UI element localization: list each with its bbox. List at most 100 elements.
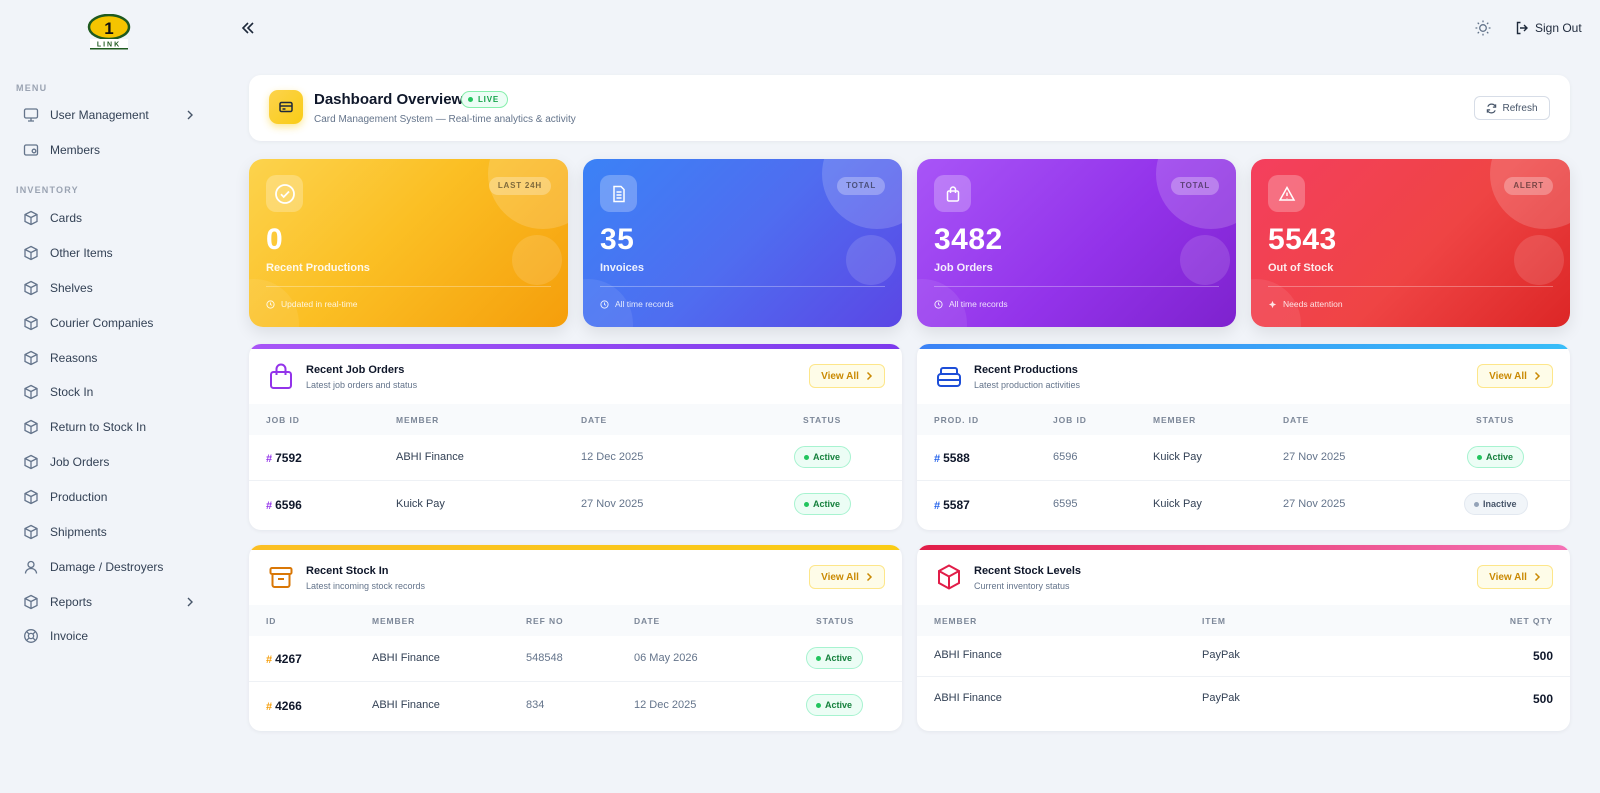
table-row[interactable]: #6596 Kuick Pay 27 Nov 2025 Active xyxy=(249,482,902,528)
member: ABHI Finance xyxy=(372,699,440,711)
status-badge: Active xyxy=(794,446,852,468)
check-circle-icon xyxy=(266,175,303,212)
recent-productions-panel: Recent Productions Latest production act… xyxy=(917,344,1570,530)
date: 06 May 2026 xyxy=(634,652,698,664)
box-icon xyxy=(22,593,40,611)
ref-no: 548548 xyxy=(526,652,563,664)
collapse-sidebar-icon[interactable] xyxy=(238,18,258,38)
sidebar-item-damage-destroyers[interactable]: Damage / Destroyers xyxy=(16,552,206,582)
stat-card-recent-productions[interactable]: LAST 24H 0 Recent Productions Updated in… xyxy=(249,159,568,327)
sidebar-item-label: Reports xyxy=(50,595,93,609)
stat-label: Out of Stock xyxy=(1268,262,1334,274)
status-badge: Active xyxy=(1467,446,1525,468)
stack-icon xyxy=(934,361,964,391)
sidebar-item-label: Invoice xyxy=(50,629,89,643)
sign-out-button[interactable]: Sign Out xyxy=(1515,17,1582,39)
stock-id: #4266 xyxy=(266,699,302,713)
refresh-button[interactable]: Refresh xyxy=(1474,96,1550,120)
sidebar-item-job-orders[interactable]: Job Orders xyxy=(16,447,206,477)
view-all-button[interactable]: View All xyxy=(809,364,885,388)
stat-footer: All time records xyxy=(600,299,674,309)
refresh-icon xyxy=(1487,103,1497,113)
stat-card-out-of-stock[interactable]: ALERT 5543 Out of Stock Needs attention xyxy=(1251,159,1570,327)
shopping-bag-icon xyxy=(266,361,296,391)
sidebar-item-invoice[interactable]: Invoice xyxy=(16,621,206,651)
sidebar-item-reasons[interactable]: Reasons xyxy=(16,343,206,373)
sidebar-item-label: Production xyxy=(50,490,108,504)
lifebuoy-icon xyxy=(22,627,40,645)
panel-subtitle: Latest job orders and status xyxy=(306,380,418,390)
sidebar-item-user-management[interactable]: User Management xyxy=(16,100,206,130)
table-row[interactable]: ABHI Finance PayPak 500 xyxy=(917,636,1570,677)
status-badge: Active xyxy=(806,647,864,669)
date: 12 Dec 2025 xyxy=(634,699,697,711)
view-all-button[interactable]: View All xyxy=(1477,364,1553,388)
member: Kuick Pay xyxy=(396,498,445,510)
stat-card-job-orders[interactable]: TOTAL 3482 Job Orders All time records xyxy=(917,159,1236,327)
clock-icon xyxy=(600,299,609,309)
recent-stock-in-panel: Recent Stock In Latest incoming stock re… xyxy=(249,545,902,731)
box-icon xyxy=(22,209,40,227)
stat-card-invoices[interactable]: TOTAL 35 Invoices All time records xyxy=(583,159,902,327)
member: ABHI Finance xyxy=(934,692,1002,704)
sidebar-item-courier-companies[interactable]: Courier Companies xyxy=(16,308,206,338)
sidebar-item-reports[interactable]: Reports xyxy=(16,587,206,617)
company-logo[interactable]: 1 LINK xyxy=(87,14,131,50)
sidebar-item-shelves[interactable]: Shelves xyxy=(16,273,206,303)
stat-tag: ALERT xyxy=(1504,177,1553,195)
box-icon xyxy=(22,453,40,471)
view-all-button[interactable]: View All xyxy=(1477,565,1553,589)
box-icon xyxy=(22,279,40,297)
sidebar-item-label: Damage / Destroyers xyxy=(50,560,164,574)
sidebar-item-label: Courier Companies xyxy=(50,316,154,330)
sidebar-item-shipments[interactable]: Shipments xyxy=(16,517,206,547)
dashboard-header: Dashboard Overview LIVE Card Management … xyxy=(249,75,1570,141)
table-row[interactable]: #4267 ABHI Finance 548548 06 May 2026 Ac… xyxy=(249,636,902,682)
sign-out-icon xyxy=(1516,21,1528,35)
user-icon xyxy=(22,558,40,576)
production-id: #5587 xyxy=(934,498,970,512)
box-icon xyxy=(22,523,40,541)
chevron-right-icon xyxy=(187,597,193,607)
table-header: ID MEMBER REF NO DATE STATUS xyxy=(249,605,902,636)
sidebar-item-members[interactable]: Members xyxy=(16,135,206,165)
table-row[interactable]: #7592 ABHI Finance 12 Dec 2025 Active xyxy=(249,435,902,481)
sidebar-item-other-items[interactable]: Other Items xyxy=(16,238,206,268)
sidebar-item-production[interactable]: Production xyxy=(16,482,206,512)
stat-footer: Needs attention xyxy=(1268,299,1343,309)
item: PayPak xyxy=(1202,649,1240,661)
member: ABHI Finance xyxy=(934,649,1002,661)
table-row[interactable]: #5588 6596 Kuick Pay 27 Nov 2025 Active xyxy=(917,435,1570,481)
id-card-icon xyxy=(22,141,40,159)
monitor-icon xyxy=(22,106,40,124)
refresh-label: Refresh xyxy=(1502,102,1538,114)
sidebar-item-return-to-stock-in[interactable]: Return to Stock In xyxy=(16,412,206,442)
job-id: 6595 xyxy=(1053,498,1078,510)
sidebar-item-label: Shelves xyxy=(50,281,93,295)
date: 27 Nov 2025 xyxy=(581,498,644,510)
shopping-bag-icon xyxy=(934,175,971,212)
chevron-right-icon xyxy=(187,110,193,120)
job-id: #6596 xyxy=(266,498,302,512)
table-row[interactable]: #4266 ABHI Finance 834 12 Dec 2025 Activ… xyxy=(249,683,902,729)
sidebar-item-label: Members xyxy=(50,143,101,157)
sidebar-item-stock-in[interactable]: Stock In xyxy=(16,377,206,407)
sidebar-item-label: Stock In xyxy=(50,385,94,399)
chevron-right-icon xyxy=(866,371,872,381)
sidebar-section-menu: MENU xyxy=(16,83,48,93)
panel-title: Recent Productions xyxy=(974,364,1078,376)
svg-text:LINK: LINK xyxy=(97,42,121,49)
chevron-right-icon xyxy=(1534,371,1540,381)
sidebar-item-label: Cards xyxy=(50,211,83,225)
sidebar: 1 LINK MENU User Management Members INVE… xyxy=(0,0,220,793)
sun-icon[interactable] xyxy=(1474,19,1492,37)
sidebar-section-inventory: INVENTORY xyxy=(16,185,79,195)
table-row[interactable]: ABHI Finance PayPak 500 xyxy=(917,678,1570,719)
view-all-button[interactable]: View All xyxy=(809,565,885,589)
status-badge: Inactive xyxy=(1464,493,1528,515)
sidebar-item-cards[interactable]: Cards xyxy=(16,203,206,233)
stat-tag: TOTAL xyxy=(1171,177,1219,195)
net-qty: 500 xyxy=(1532,649,1553,663)
table-row[interactable]: #5587 6595 Kuick Pay 27 Nov 2025 Inactiv… xyxy=(917,482,1570,528)
sidebar-item-label: User Management xyxy=(50,108,149,122)
